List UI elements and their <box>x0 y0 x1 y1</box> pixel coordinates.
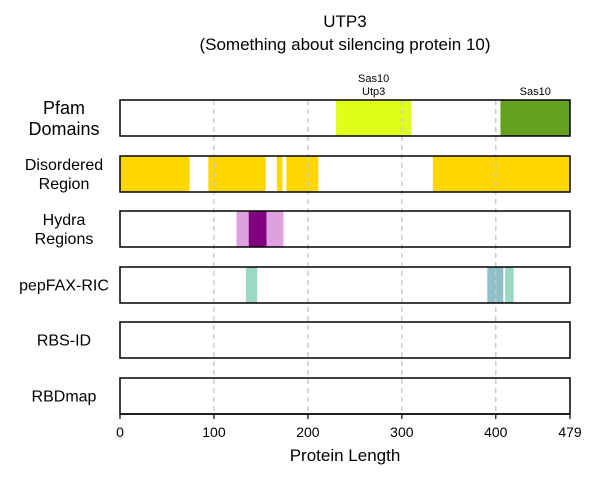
track-background <box>120 378 570 414</box>
track-label: Pfam <box>43 98 85 118</box>
track-background <box>120 211 570 247</box>
track-segment <box>432 156 570 192</box>
track-segment <box>236 211 249 247</box>
track-border <box>119 155 571 193</box>
track-border <box>119 210 571 248</box>
track-label: RBDmap <box>32 389 97 406</box>
track-border <box>119 266 571 304</box>
chart-title: UTP3 <box>323 12 366 31</box>
track-background <box>120 322 570 358</box>
track-segment <box>500 100 570 136</box>
track-label: Domains <box>28 119 99 139</box>
track-segment <box>505 267 514 303</box>
x-tick-label: 100 <box>202 424 226 440</box>
segment-annotation: Utp3 <box>362 86 385 98</box>
track-segment <box>120 156 190 192</box>
x-tick-label: 479 <box>558 424 582 440</box>
track-label: Region <box>39 176 90 193</box>
x-tick-label: 200 <box>296 424 320 440</box>
segment-annotation: Sas10 <box>358 73 389 85</box>
track-label: RBS-ID <box>37 333 91 350</box>
track-segment <box>276 156 283 192</box>
track-segment <box>286 156 319 192</box>
track-segment <box>336 100 412 136</box>
track-border <box>119 99 571 137</box>
grid-layer <box>213 100 497 414</box>
track-segment <box>266 211 284 247</box>
track-label: Hydra <box>43 212 86 229</box>
track-segment <box>248 211 267 247</box>
segment-annotation: Sas10 <box>520 86 551 98</box>
x-axis: 0 100 200 300 400 479 <box>116 99 582 440</box>
x-tick-label: 0 <box>116 424 124 440</box>
track-border <box>119 321 571 359</box>
track-label: pepFAX-RIC <box>19 278 109 295</box>
track-segment <box>208 156 266 192</box>
track-label: Regions <box>35 231 94 248</box>
x-tick-label: 300 <box>390 424 414 440</box>
track-label: Disordered <box>25 157 103 174</box>
x-tick-label: 400 <box>484 424 508 440</box>
chart-subtitle: (Something about silencing protein 10) <box>199 35 490 54</box>
track-segment <box>245 267 258 303</box>
x-axis-label: Protein Length <box>290 446 401 465</box>
